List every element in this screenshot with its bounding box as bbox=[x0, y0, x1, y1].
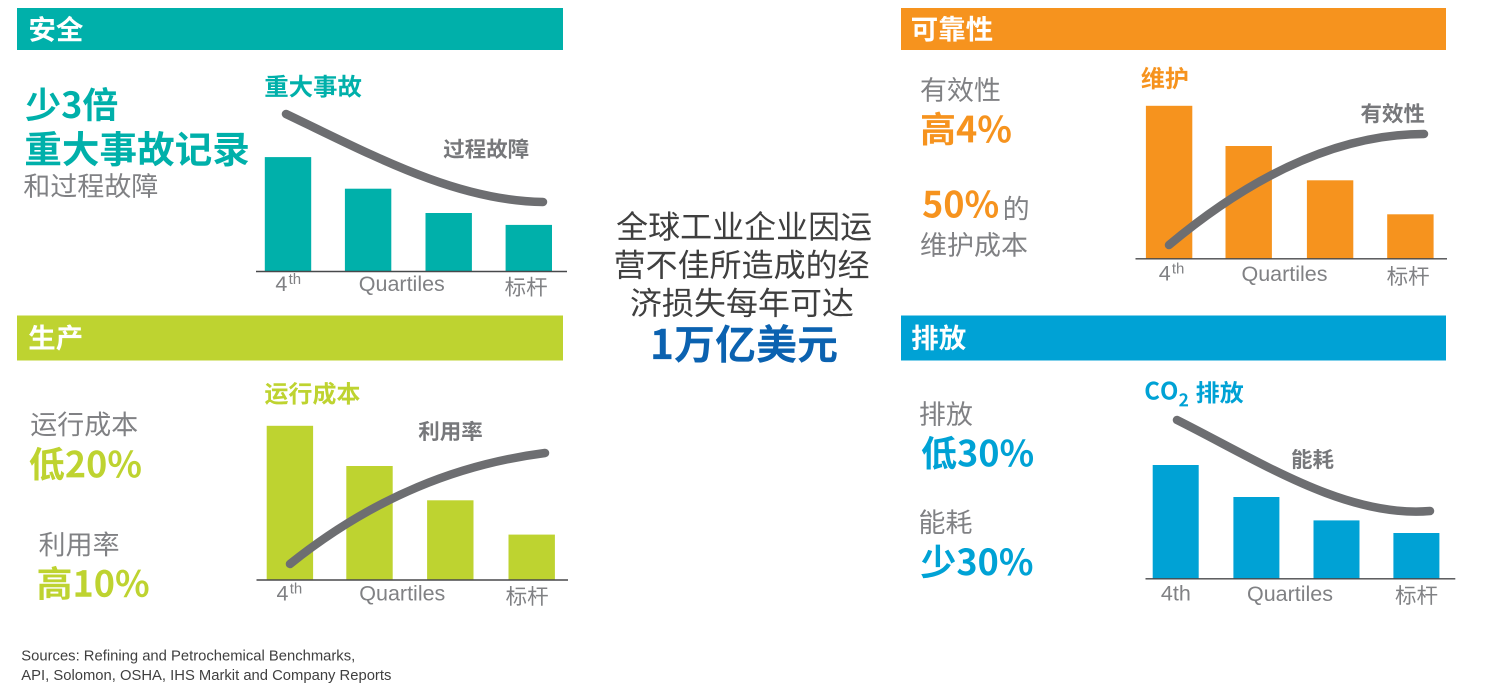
svg-text:4: 4 bbox=[277, 581, 289, 605]
svg-text:4: 4 bbox=[275, 272, 287, 296]
svg-text:th: th bbox=[289, 271, 302, 288]
svg-text:th: th bbox=[1172, 261, 1185, 278]
svg-text:Quartiles: Quartiles bbox=[359, 582, 445, 606]
svg-text:Quartiles: Quartiles bbox=[1241, 262, 1327, 286]
svg-text:Sources: Refining and Petroche: Sources: Refining and Petrochemical Benc… bbox=[21, 649, 355, 665]
svg-text:Quartiles: Quartiles bbox=[1247, 582, 1333, 606]
svg-text:th: th bbox=[290, 581, 303, 598]
svg-text:4: 4 bbox=[1159, 261, 1171, 285]
svg-text:Quartiles: Quartiles bbox=[359, 272, 445, 296]
svg-text:4th: 4th bbox=[1161, 582, 1191, 606]
svg-text:API, Solomon, OSHA, IHS Markit: API, Solomon, OSHA, IHS Markit and Compa… bbox=[21, 668, 391, 684]
